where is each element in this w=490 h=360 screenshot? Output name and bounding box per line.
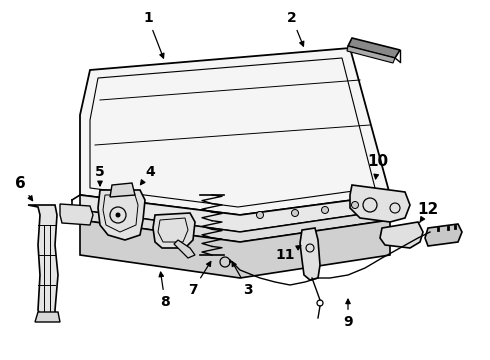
Circle shape	[351, 202, 359, 208]
Text: 3: 3	[232, 262, 253, 297]
Text: 12: 12	[417, 202, 439, 222]
Polygon shape	[347, 46, 395, 63]
Polygon shape	[380, 222, 423, 248]
Text: 5: 5	[95, 165, 105, 186]
Polygon shape	[153, 213, 195, 248]
Polygon shape	[300, 228, 320, 280]
Polygon shape	[60, 204, 93, 225]
Polygon shape	[80, 220, 390, 278]
Polygon shape	[80, 48, 390, 215]
Text: 4: 4	[141, 165, 155, 185]
Polygon shape	[110, 183, 135, 197]
Polygon shape	[35, 312, 60, 322]
Text: 9: 9	[343, 299, 353, 329]
Polygon shape	[350, 185, 410, 222]
Polygon shape	[80, 210, 390, 242]
Text: 7: 7	[188, 261, 211, 297]
Circle shape	[256, 211, 264, 219]
Polygon shape	[425, 224, 462, 246]
Circle shape	[292, 210, 298, 216]
Text: 8: 8	[159, 272, 170, 309]
Text: 6: 6	[15, 175, 32, 201]
Circle shape	[116, 213, 120, 217]
Polygon shape	[348, 38, 400, 58]
Polygon shape	[80, 195, 390, 232]
Polygon shape	[98, 190, 145, 240]
Text: 2: 2	[287, 11, 304, 46]
Text: 10: 10	[368, 154, 389, 179]
Text: 11: 11	[275, 246, 301, 262]
Circle shape	[321, 207, 328, 213]
Polygon shape	[174, 240, 195, 258]
Text: 1: 1	[143, 11, 164, 58]
Polygon shape	[28, 205, 58, 320]
